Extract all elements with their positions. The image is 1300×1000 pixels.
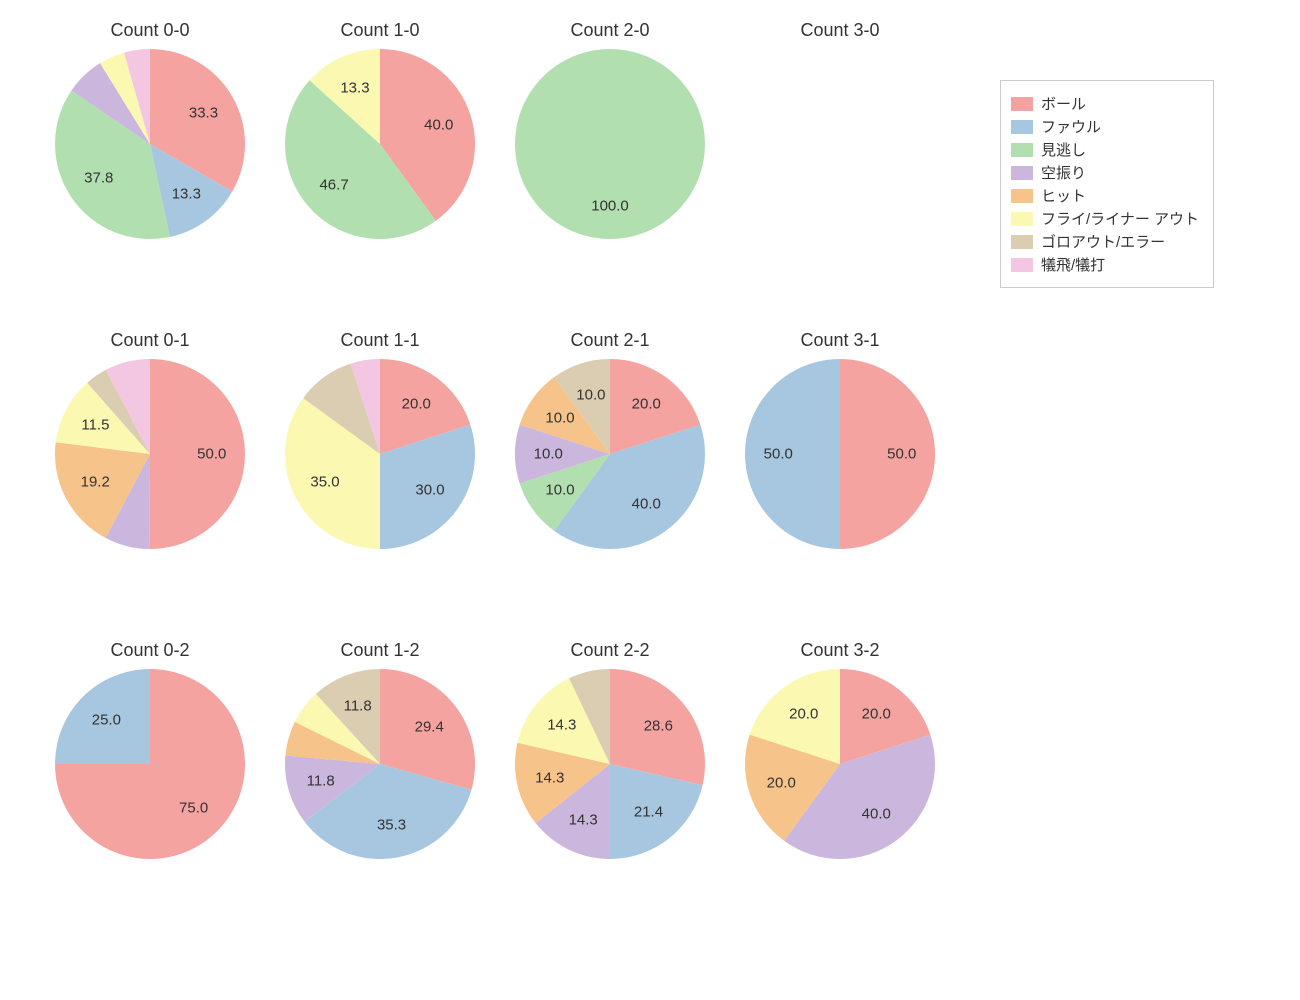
legend-item: フライ/ライナー アウト — [1011, 208, 1199, 229]
pie-cell: Count 0-2 75.025.0 — [40, 640, 260, 859]
legend-label: 空振り — [1041, 162, 1086, 183]
legend-swatch — [1011, 235, 1033, 249]
pie-cell: Count 2-2 28.621.414.314.314.3 — [500, 640, 720, 859]
pie-title: Count 0-1 — [40, 330, 260, 351]
pie-chart: 20.030.035.0 — [285, 359, 475, 549]
legend-swatch — [1011, 258, 1033, 272]
legend-item: ゴロアウト/エラー — [1011, 231, 1199, 252]
pie-title: Count 2-0 — [500, 20, 720, 41]
legend-label: 犠飛/犠打 — [1041, 254, 1105, 275]
pie-cell: Count 0-1 50.019.211.5 — [40, 330, 260, 549]
pie-slice — [840, 359, 935, 549]
pie-chart: 50.019.211.5 — [55, 359, 245, 549]
pie-title: Count 0-2 — [40, 640, 260, 661]
legend-item: ヒット — [1011, 185, 1199, 206]
legend-label: フライ/ライナー アウト — [1041, 208, 1199, 229]
legend-item: ファウル — [1011, 116, 1199, 137]
pie-chart: 100.0 — [515, 49, 705, 239]
pie-cell: Count 2-0 100.0 — [500, 20, 720, 239]
legend-swatch — [1011, 212, 1033, 226]
pie-cell: Count 3-0 — [730, 20, 950, 239]
pie-slice — [745, 359, 840, 549]
pie-cell: Count 3-1 50.050.0 — [730, 330, 950, 549]
legend-item: 空振り — [1011, 162, 1199, 183]
pie-chart: 33.313.337.8 — [55, 49, 245, 239]
pie-cell: Count 1-1 20.030.035.0 — [270, 330, 490, 549]
pie-chart: 29.435.311.811.8 — [285, 669, 475, 859]
pie-chart: 20.040.010.010.010.010.0 — [515, 359, 705, 549]
pie-title: Count 3-2 — [730, 640, 950, 661]
legend-swatch — [1011, 97, 1033, 111]
legend-swatch — [1011, 166, 1033, 180]
pie-slice — [515, 49, 705, 239]
pie-cell: Count 2-1 20.040.010.010.010.010.0 — [500, 330, 720, 549]
legend-label: 見逃し — [1041, 139, 1086, 160]
pie-title: Count 3-1 — [730, 330, 950, 351]
pie-chart — [745, 49, 935, 239]
pie-chart: 50.050.0 — [745, 359, 935, 549]
legend-swatch — [1011, 143, 1033, 157]
pie-chart: 40.046.713.3 — [285, 49, 475, 239]
legend-label: ゴロアウト/エラー — [1041, 231, 1165, 252]
legend-swatch — [1011, 120, 1033, 134]
pie-chart: 75.025.0 — [55, 669, 245, 859]
pie-title: Count 0-0 — [40, 20, 260, 41]
legend-label: ヒット — [1041, 185, 1086, 206]
pie-title: Count 2-1 — [500, 330, 720, 351]
pie-cell: Count 0-0 33.313.337.8 — [40, 20, 260, 239]
legend-item: ボール — [1011, 93, 1199, 114]
pie-title: Count 1-1 — [270, 330, 490, 351]
pie-title: Count 1-0 — [270, 20, 490, 41]
pie-title: Count 2-2 — [500, 640, 720, 661]
pie-title: Count 1-2 — [270, 640, 490, 661]
pie-cell: Count 1-0 40.046.713.3 — [270, 20, 490, 239]
pie-slice — [150, 359, 245, 549]
legend-item: 犠飛/犠打 — [1011, 254, 1199, 275]
pie-chart: 20.040.020.020.0 — [745, 669, 935, 859]
legend: ボールファウル見逃し空振りヒットフライ/ライナー アウトゴロアウト/エラー犠飛/… — [1000, 80, 1214, 288]
chart-grid-stage: Count 0-0 33.313.337.8 Count 1-0 40.046.713… — [0, 0, 1300, 1000]
legend-label: ファウル — [1041, 116, 1101, 137]
legend-swatch — [1011, 189, 1033, 203]
pie-cell: Count 3-2 20.040.020.020.0 — [730, 640, 950, 859]
legend-item: 見逃し — [1011, 139, 1199, 160]
pie-chart: 28.621.414.314.314.3 — [515, 669, 705, 859]
pie-cell: Count 1-2 29.435.311.811.8 — [270, 640, 490, 859]
pie-slice — [55, 669, 150, 764]
legend-label: ボール — [1041, 93, 1086, 114]
pie-title: Count 3-0 — [730, 20, 950, 41]
